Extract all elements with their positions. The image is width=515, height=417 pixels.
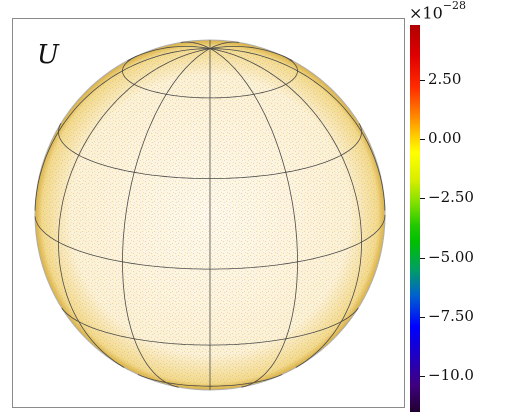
meridian-line — [209, 48, 298, 388]
meridian-line — [34, 48, 210, 211]
colorbar-tick-label: 2.50 — [428, 69, 462, 88]
sphere-grid — [34, 40, 386, 390]
parallel-line — [34, 214, 386, 270]
sphere-plot — [34, 39, 386, 391]
colorbar-tick-mark — [420, 138, 425, 140]
meridian-line — [122, 48, 211, 388]
parallel-line — [122, 55, 298, 99]
meridian-line — [209, 48, 363, 368]
meridian-line — [209, 41, 240, 49]
meridian-line — [210, 48, 386, 211]
colorbar-tick-label: −2.50 — [428, 188, 474, 207]
scale-exponent: −28 — [442, 0, 466, 12]
parallel-line — [57, 123, 363, 179]
meridian-line — [57, 48, 211, 368]
colorbar-tick-label: −10.0 — [428, 366, 474, 385]
colorbar-scale-label: ×10−28 — [409, 0, 466, 23]
colorbar-tick-mark — [420, 79, 425, 81]
colorbar — [410, 25, 420, 412]
meridian-line — [180, 41, 211, 49]
parallel-line — [137, 374, 283, 387]
parallel-line — [61, 307, 359, 346]
meridian-line — [127, 46, 211, 62]
colorbar-tick-label: −7.50 — [428, 307, 474, 326]
colorbar-tick-mark — [420, 198, 425, 200]
colorbar-tick-mark — [420, 257, 425, 259]
variable-label: U — [37, 40, 59, 70]
scale-base: ×10 — [409, 3, 443, 23]
colorbar-tick-label: 0.00 — [428, 128, 462, 147]
colorbar-tick-mark — [420, 376, 425, 378]
colorbar-tick-label: −5.00 — [428, 247, 474, 266]
colorbar-tick-mark — [420, 317, 425, 319]
meridian-line — [209, 46, 293, 62]
